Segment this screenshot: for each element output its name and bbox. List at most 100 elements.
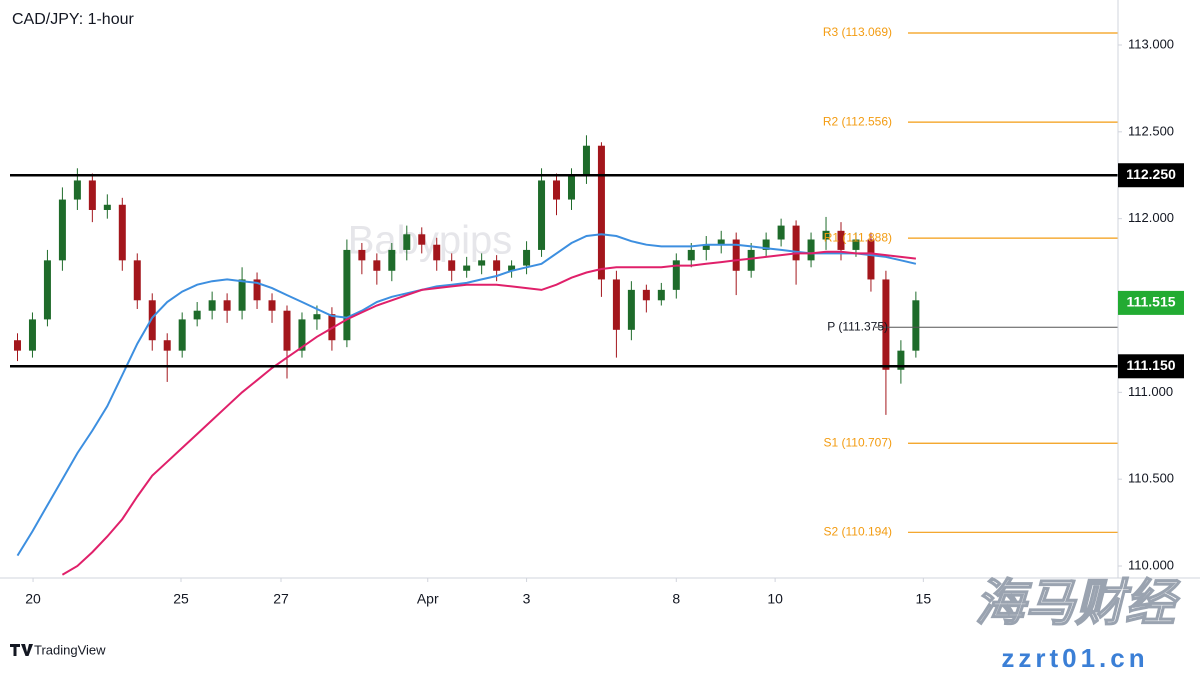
candle-body [313, 314, 321, 320]
candle-body [597, 145, 605, 280]
candle-body [642, 289, 650, 301]
moving-average [61, 250, 917, 576]
last-price-label: 111.515 [1126, 294, 1175, 310]
x-tick-label: 27 [273, 591, 289, 607]
candle-body [867, 239, 875, 280]
price-label-box [1118, 163, 1184, 188]
candle-body [762, 239, 770, 250]
y-tick-label: 112.500 [1128, 123, 1174, 138]
candle-body [837, 230, 845, 250]
overlay-watermark: 海马财经 [975, 575, 1181, 631]
candle-body [118, 204, 126, 261]
candle-body [298, 319, 306, 351]
x-tick-label: 25 [173, 591, 189, 607]
candle-body [58, 199, 66, 261]
candle-body [687, 249, 695, 261]
layer [32, 44, 1122, 582]
candle-body [28, 319, 36, 351]
candle-body [13, 340, 21, 351]
candle-body [88, 180, 96, 210]
candle-body [193, 310, 201, 320]
candle-body [388, 249, 396, 271]
candle-body [508, 265, 516, 271]
brand-logo: TradingView [10, 642, 106, 657]
y-tick-label: 113.000 [1128, 36, 1174, 51]
pivot-label: R3 (113.069) [823, 25, 892, 39]
candle-body [912, 300, 920, 351]
candle-body [73, 180, 81, 200]
x-tick-label: 15 [916, 591, 932, 607]
candle-body [403, 234, 411, 250]
candle-body [672, 260, 680, 290]
candle-body [822, 230, 830, 240]
candle-body [538, 180, 546, 250]
x-tick-label: 20 [25, 591, 41, 607]
candle-body [717, 239, 725, 245]
candle-body [627, 289, 635, 330]
pivot-label: S1 (110.707) [824, 435, 893, 449]
candle-body [238, 279, 246, 311]
candle-body [897, 350, 905, 370]
candle-body [103, 204, 111, 210]
candle-body [343, 249, 351, 341]
candle-body [223, 300, 231, 311]
x-tick-label: 10 [767, 591, 783, 607]
overlay-url: zzrt01.cn [1001, 643, 1148, 673]
pivot-label: P (111.375) [827, 319, 888, 333]
candle-body [493, 260, 501, 271]
layer [10, 32, 1118, 576]
x-tick-label: 3 [523, 591, 531, 607]
candle-body [657, 289, 665, 301]
candle-body [852, 239, 860, 250]
pivot-label: S2 (110.194) [824, 524, 893, 538]
candle-body [582, 145, 590, 176]
y-tick-label: 111.000 [1128, 384, 1173, 399]
candle-body [283, 310, 291, 351]
candle-body [523, 249, 531, 266]
y-tick-label: 110.500 [1128, 471, 1174, 486]
candle-body [553, 180, 561, 200]
candle-body [612, 279, 620, 330]
candle-body [777, 225, 785, 240]
candle-body [792, 225, 800, 261]
y-tick-label: 110.000 [1128, 557, 1174, 572]
watermark: Babypips [348, 219, 513, 263]
candle-body [163, 340, 171, 351]
candle-body [178, 319, 186, 351]
candle-body [268, 300, 276, 311]
candle-body [702, 244, 710, 250]
candle-body [208, 300, 216, 311]
logo-icon [10, 644, 33, 656]
x-tick-label: 8 [672, 591, 680, 607]
candle-body [418, 234, 426, 245]
candle-body [807, 239, 815, 261]
candle-body [433, 244, 441, 261]
candle-body [448, 260, 456, 271]
price-label: 112.250 [1126, 166, 1176, 182]
pivot-label: R2 (112.556) [823, 114, 892, 128]
candle-body [747, 249, 755, 271]
last-price-box [1118, 290, 1184, 315]
candle-body [43, 260, 51, 320]
candle-body [567, 175, 575, 200]
x-tick-label: Apr [417, 591, 439, 607]
price-label-box [1118, 354, 1184, 379]
candle-body [882, 279, 890, 370]
candle-body [148, 300, 156, 341]
pivot-label: R1 (111.888) [824, 230, 892, 244]
candle-body [358, 249, 366, 261]
candle-body [463, 265, 471, 271]
candle-body [133, 260, 141, 301]
y-tick-label: 112.000 [1128, 210, 1174, 225]
moving-average [16, 233, 917, 557]
candle-body [732, 239, 740, 271]
chart-title: CAD/JPY: 1-hour [12, 11, 135, 28]
brand-name: TradingView [34, 642, 106, 657]
candle-body [253, 279, 261, 301]
price-label: 111.150 [1126, 357, 1175, 373]
candle-body [373, 260, 381, 271]
candle-body [478, 260, 486, 266]
